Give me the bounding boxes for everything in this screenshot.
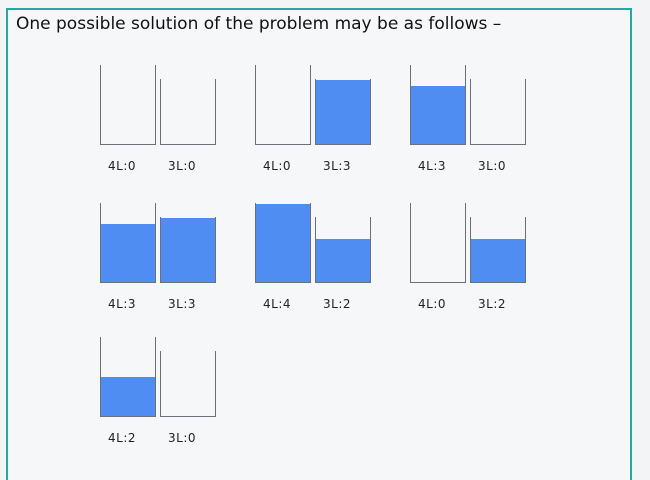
jug-3l-label: 3L:2 xyxy=(478,297,506,311)
jug-4l xyxy=(100,203,156,283)
jug-4l xyxy=(100,65,156,145)
jug-3l xyxy=(160,351,216,417)
jug-3l-label: 3L:0 xyxy=(168,431,196,445)
jug-3l-label: 3L:3 xyxy=(323,159,351,173)
jug-4l xyxy=(100,337,156,417)
jug-4l-label: 4L:4 xyxy=(263,297,291,311)
water-fill xyxy=(256,204,310,282)
jug-3l-label: 3L:0 xyxy=(168,159,196,173)
page-title: One possible solution of the problem may… xyxy=(16,14,502,34)
jug-4l xyxy=(410,203,466,283)
water-fill xyxy=(316,80,370,144)
jug-4l-label: 4L:3 xyxy=(108,297,136,311)
water-fill xyxy=(161,218,215,282)
jug-4l-label: 4L:3 xyxy=(418,159,446,173)
water-fill xyxy=(316,239,370,282)
jug-3l xyxy=(470,79,526,145)
jug-3l xyxy=(315,79,371,145)
jug-4l-label: 4L:0 xyxy=(108,159,136,173)
jug-4l xyxy=(255,65,311,145)
jug-3l xyxy=(160,79,216,145)
water-fill xyxy=(101,377,155,416)
water-fill xyxy=(101,223,155,282)
jug-3l xyxy=(470,217,526,283)
water-fill xyxy=(471,239,525,282)
jug-3l-label: 3L:0 xyxy=(478,159,506,173)
jug-4l-label: 4L:0 xyxy=(263,159,291,173)
jug-4l xyxy=(255,203,311,283)
jug-3l-label: 3L:2 xyxy=(323,297,351,311)
water-fill xyxy=(411,85,465,144)
jug-4l xyxy=(410,65,466,145)
jug-3l-label: 3L:3 xyxy=(168,297,196,311)
jug-3l xyxy=(160,217,216,283)
jug-3l xyxy=(315,217,371,283)
jug-4l-label: 4L:2 xyxy=(108,431,136,445)
jug-4l-label: 4L:0 xyxy=(418,297,446,311)
